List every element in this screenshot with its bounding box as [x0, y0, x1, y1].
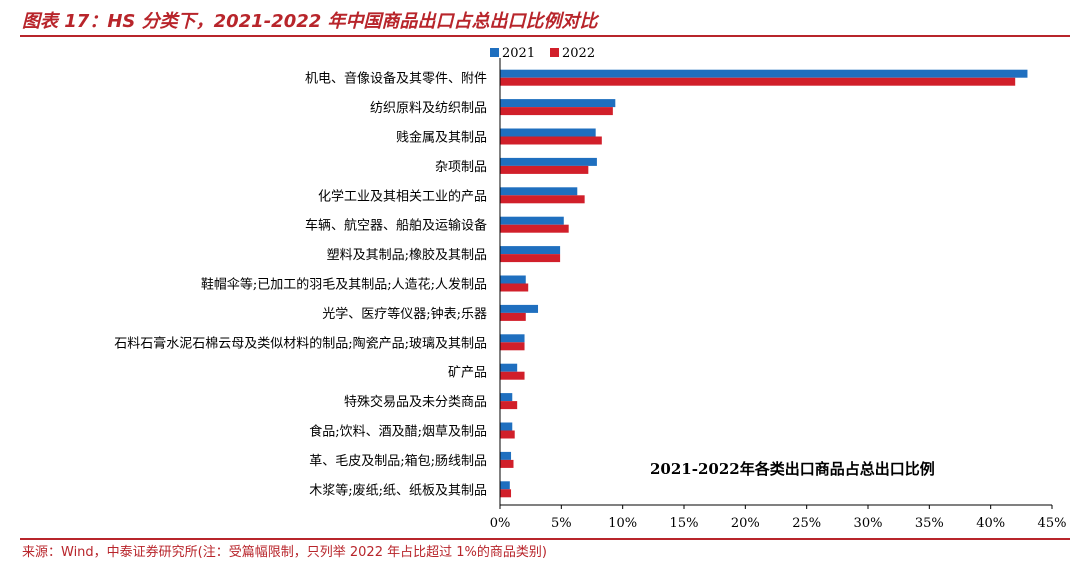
bar-2021-8 [500, 304, 539, 313]
bar-2021-3 [500, 157, 597, 166]
legend-swatch-2022 [550, 48, 559, 57]
bar-2021-2 [500, 128, 596, 137]
bar-2021-4 [500, 187, 578, 196]
chart-bars [500, 69, 1028, 498]
legend-label-2022: 2022 [562, 46, 595, 61]
category-label-10: 矿产品 [448, 366, 487, 381]
bar-2022-8 [500, 312, 526, 321]
bar-2021-6 [500, 246, 561, 255]
page-title: 图表 17：HS 分类下，2021-2022 年中国商品出口占总出口比例对比 [22, 11, 598, 32]
category-label-2: 贱金属及其制品 [396, 130, 487, 146]
bar-2021-9 [500, 334, 525, 343]
chart-annotation: 2021-2022年各类出口商品占总出口比例 [650, 460, 935, 478]
category-label-7: 鞋帽伞等;已加工的羽毛及其制品;人造花;人发制品 [201, 277, 487, 293]
bar-2022-1 [500, 107, 613, 116]
category-label-0: 机电、音像设备及其零件、附件 [305, 71, 487, 87]
bar-2022-6 [500, 254, 561, 263]
x-tick-label-5: 25% [792, 516, 821, 531]
x-tick-label-9: 45% [1038, 516, 1067, 531]
category-label-11: 特殊交易品及未分类商品 [344, 394, 487, 410]
x-tick-label-0: 0% [490, 516, 511, 531]
category-labels: 机电、音像设备及其零件、附件纺织原料及纺织制品贱金属及其制品杂项制品化学工业及其… [114, 71, 487, 499]
category-label-4: 化学工业及其相关工业的产品 [318, 188, 487, 204]
bar-2022-14 [500, 489, 512, 498]
bar-2021-14 [500, 481, 510, 490]
bar-2021-1 [500, 99, 616, 108]
category-label-9: 石料石膏水泥石棉云母及类似材料的制品;陶瓷产品;玻璃及其制品 [114, 335, 487, 351]
bar-2021-10 [500, 363, 518, 372]
bar-2022-4 [500, 195, 585, 204]
chart-legend: 2021 2022 [490, 46, 595, 61]
bar-2022-0 [500, 77, 1016, 86]
bar-2022-13 [500, 459, 514, 468]
legend-swatch-2021 [490, 48, 499, 57]
bar-2022-9 [500, 342, 525, 351]
x-tick-label-2: 10% [608, 516, 637, 531]
category-label-14: 木浆等;废纸;纸、纸板及其制品 [309, 482, 487, 498]
category-label-6: 塑料及其制品;橡胶及其制品 [327, 247, 487, 263]
bar-2022-3 [500, 165, 589, 174]
legend-label-2021: 2021 [502, 46, 535, 61]
bar-2022-10 [500, 371, 525, 380]
category-label-13: 革、毛皮及制品;箱包;肠线制品 [309, 453, 487, 469]
title-bar: 图表 17：HS 分类下，2021-2022 年中国商品出口占总出口比例对比 [0, 0, 1080, 36]
bar-2021-5 [500, 216, 564, 225]
bar-2021-11 [500, 393, 513, 402]
bar-2021-0 [500, 69, 1028, 78]
bar-2022-11 [500, 401, 518, 410]
x-tick-label-4: 20% [731, 516, 760, 531]
category-label-1: 纺织原料及纺织制品 [370, 101, 487, 116]
x-tick-label-7: 35% [915, 516, 944, 531]
bar-2022-5 [500, 224, 569, 233]
x-tick-label-1: 5% [551, 516, 572, 531]
bar-2021-7 [500, 275, 526, 284]
footer-divider [20, 538, 1070, 540]
x-tick-label-6: 30% [854, 516, 883, 531]
bar-2021-12 [500, 422, 513, 431]
x-axis: 0% 5% 10% 15% 20% 25% 30% 35% 40% 45% [490, 58, 1067, 531]
bar-2022-12 [500, 430, 515, 439]
category-label-5: 车辆、航空器、船舶及运输设备 [305, 218, 487, 234]
title-divider [20, 35, 1070, 37]
category-label-3: 杂项制品 [435, 160, 487, 175]
bar-2021-13 [500, 451, 512, 460]
bar-2022-7 [500, 283, 529, 292]
bar-2022-2 [500, 136, 602, 145]
bar-chart: 2021 2022 机电、音像设备及其零件、附件纺织原料及纺织制品贱金属及其制品杂… [114, 46, 1067, 531]
source-note: 来源：Wind，中泰证券研究所(注：受篇幅限制，只列举 2022 年占比超过 1… [22, 545, 547, 560]
x-tick-label-3: 15% [670, 516, 699, 531]
category-label-12: 食品;饮料、酒及醋;烟草及制品 [309, 424, 487, 440]
x-tick-label-8: 40% [976, 516, 1005, 531]
category-label-8: 光学、医疗等仪器;钟表;乐器 [322, 306, 487, 322]
